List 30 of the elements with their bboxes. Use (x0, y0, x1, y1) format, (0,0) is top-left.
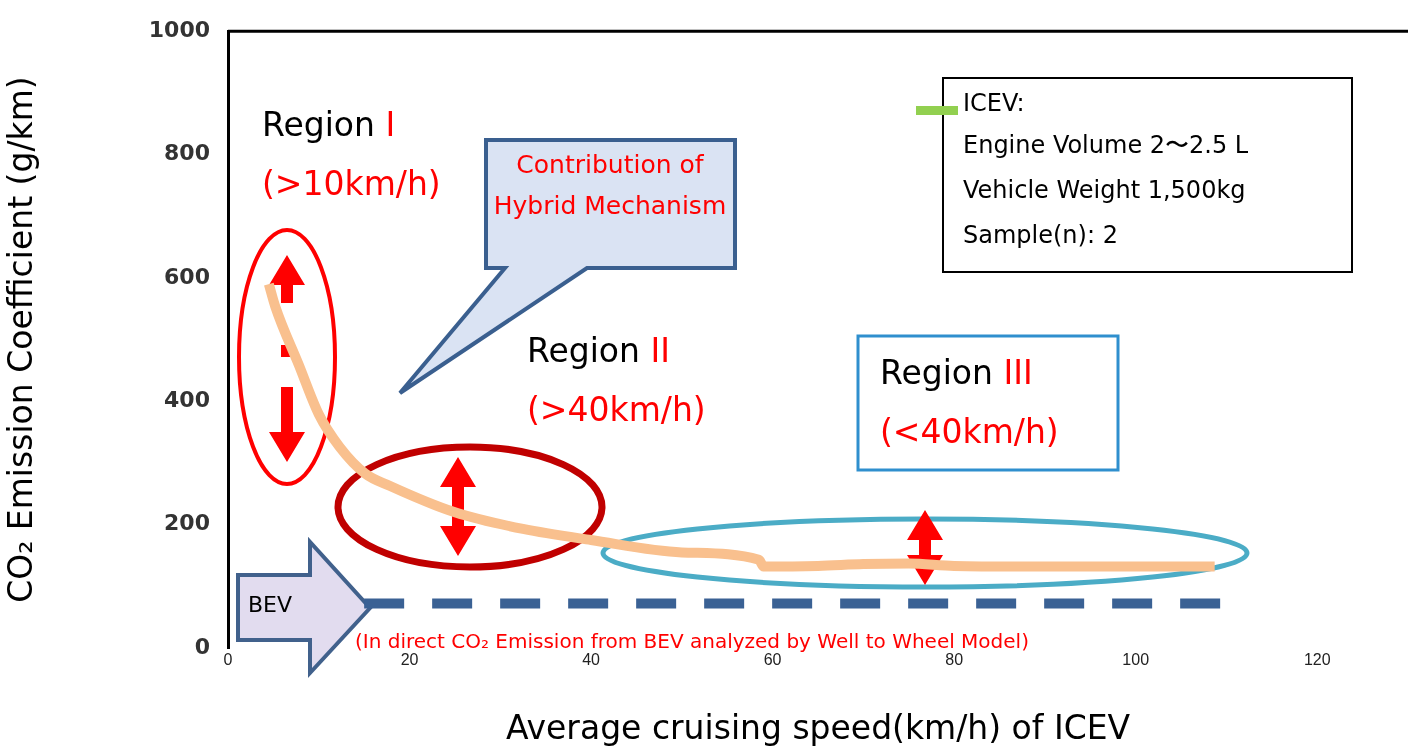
annotation: Region (880, 353, 993, 392)
y-tick-label: 600 (164, 263, 210, 289)
annotation: I (385, 105, 396, 144)
x-tick-label: 60 (763, 651, 782, 669)
annotation: ICEV: (963, 89, 1025, 117)
x-tick-label: 0 (223, 651, 233, 669)
x-tick-label: 40 (582, 651, 601, 669)
y-tick-label: 1000 (148, 16, 210, 42)
x-tick-label: 100 (1122, 651, 1150, 669)
y-tick-label: 400 (164, 387, 210, 412)
annotation: Region (262, 105, 375, 144)
annotation: (In direct CO₂ Emission from BEV analyzed by Well to Wheel Model) (355, 629, 1029, 653)
x-tick-label: 20 (400, 651, 419, 669)
annotation: II (650, 331, 670, 370)
y-tick-label: 200 (164, 510, 210, 536)
text: BEV (248, 592, 293, 618)
x-tick-label: 120 (1303, 651, 1331, 669)
y-axis-title: CO₂ Emission Coefficient (g/km) (1, 76, 41, 603)
annotation: Engine Volume 2〜2.5 L (963, 131, 1249, 159)
annotation: (>40km/h) (527, 390, 706, 429)
annotation: III (1003, 353, 1033, 392)
x-tick-label: 80 (945, 651, 964, 669)
annotation: Vehicle Weight 1,500kg (963, 176, 1246, 204)
annotation: Contribution of Hybrid Mechanism (493, 150, 727, 221)
annotation: (<40km/h) (880, 412, 1059, 451)
annotation: Sample(n): 2 (963, 221, 1118, 249)
y-tick-label: 800 (164, 140, 210, 166)
annotation: (>10km/h) (262, 164, 441, 203)
annotation: Region (527, 331, 640, 370)
x-axis-title: Average cruising speed(km/h) of ICEV (505, 707, 1131, 747)
